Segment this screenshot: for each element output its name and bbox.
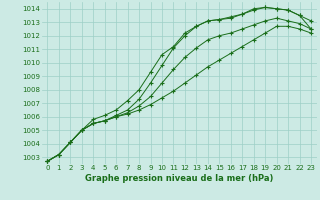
X-axis label: Graphe pression niveau de la mer (hPa): Graphe pression niveau de la mer (hPa) <box>85 174 273 183</box>
